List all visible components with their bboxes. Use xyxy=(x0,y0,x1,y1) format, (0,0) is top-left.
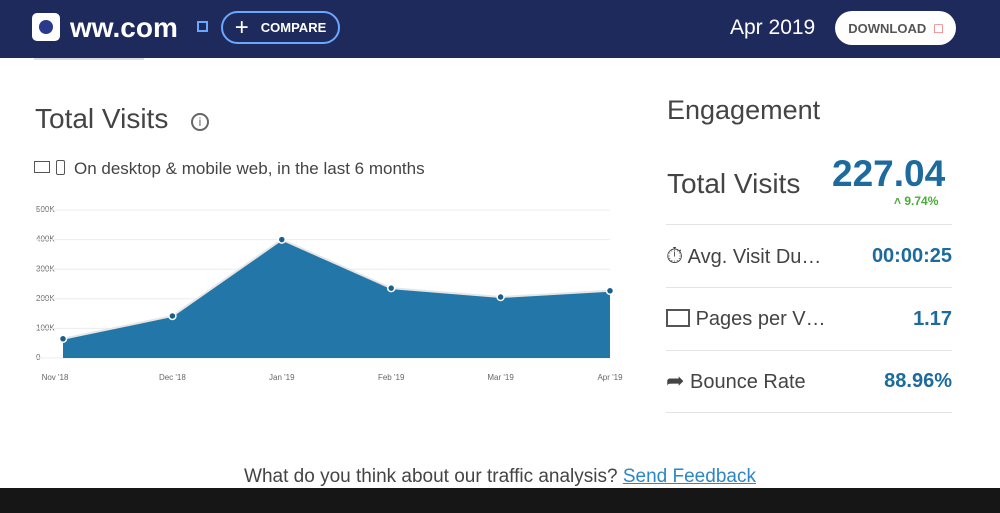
x-tick-label: Jan '19 xyxy=(269,373,295,382)
site-name: ww.com xyxy=(70,12,178,43)
metric-value: 1.17 xyxy=(913,307,952,330)
x-tick-label: Mar '19 xyxy=(487,373,514,382)
bounce-icon: ➦ xyxy=(666,368,685,393)
download-label: DOWNLOAD xyxy=(848,20,927,36)
download-button[interactable]: DOWNLOAD □ xyxy=(835,11,956,45)
x-tick-label: Feb '19 xyxy=(378,373,405,382)
plus-icon: + xyxy=(234,13,249,41)
compare-label: COMPARE xyxy=(260,20,327,35)
total-visits-value: 227.04 xyxy=(832,153,946,194)
info-icon[interactable]: i xyxy=(191,113,209,131)
metric-row: Pages per V… 1.17 xyxy=(666,288,952,351)
desktop-icon xyxy=(34,161,50,173)
pages-icon xyxy=(666,308,690,327)
bottom-bar xyxy=(0,488,1000,513)
point xyxy=(496,292,505,302)
change-value: 9.74% xyxy=(904,194,939,208)
mobile-icon xyxy=(56,160,65,175)
metric-label: Bounce Rate xyxy=(690,371,806,393)
feedback: What do you think about our traffic anal… xyxy=(0,466,1000,488)
point xyxy=(277,235,287,244)
metric-row: ⏱ Avg. Visit Du… 00:00:25 xyxy=(666,225,952,288)
point xyxy=(168,311,177,321)
feedback-link[interactable]: Send Feedback xyxy=(622,466,756,487)
metric-value: 88.96% xyxy=(884,369,952,392)
area-line xyxy=(62,238,611,340)
metric-value: 00:00:25 xyxy=(871,244,952,267)
metric-label: Avg. Visit Du… xyxy=(687,246,822,268)
x-tick-label: Dec '18 xyxy=(159,373,186,382)
x-tick-label: Nov '18 xyxy=(42,373,69,382)
feedback-question: What do you think about our traffic anal… xyxy=(244,466,618,487)
pdf-icon: □ xyxy=(934,20,943,36)
timer-icon: ⏱ xyxy=(666,243,684,268)
area xyxy=(63,239,610,358)
metric-row: ➦ Bounce Rate 88.96% xyxy=(666,350,952,413)
metric-label: Pages per V… xyxy=(695,307,826,330)
x-tick-label: Apr '19 xyxy=(597,373,623,382)
chart-subtitle: On desktop & mobile web, in the last 6 m… xyxy=(74,159,425,178)
chart-title: Total Visits xyxy=(35,103,169,134)
point xyxy=(58,334,68,344)
external-link-icon[interactable] xyxy=(197,21,208,32)
site-logo xyxy=(32,13,60,41)
change: ˄ 9.74% xyxy=(894,194,939,208)
compare-button[interactable]: + COMPARE xyxy=(221,11,340,44)
tab-underline xyxy=(34,58,144,60)
date[interactable]: Apr 2019 xyxy=(730,16,816,39)
point xyxy=(386,283,396,293)
point xyxy=(605,286,615,296)
total-visits-label: Total Visits xyxy=(667,168,801,199)
divider xyxy=(666,224,952,225)
engagement-title: Engagement xyxy=(667,95,821,125)
top-bar: ww.com + COMPARE Apr 2019 DOWNLOAD □ xyxy=(0,0,1000,58)
